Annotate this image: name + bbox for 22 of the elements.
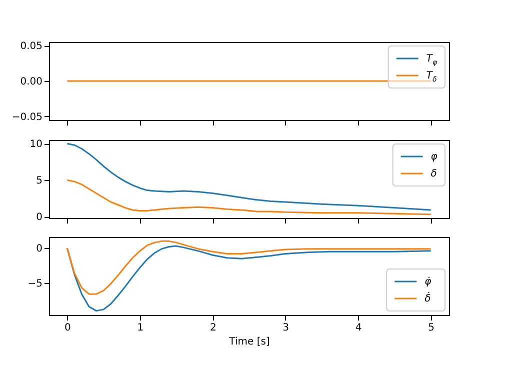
x-axis-title: Time [s] [228,336,270,348]
line-series [66,245,432,312]
line-series [66,142,432,211]
y-tick-label: −0.05 [12,112,42,123]
legend-label: δ [430,168,437,180]
y-tick-label: 10 [30,139,42,150]
x-tick-label: 3 [282,322,290,334]
x-tick-label: 2 [210,322,216,334]
x-tick-label: 4 [355,322,362,334]
legend-label: δ̇ [424,292,431,304]
y-tick-label: 0 [36,244,42,255]
legend-label: φ̇ [424,276,432,288]
y-tick-label: 5 [36,176,42,187]
y-tick-label: −5 [28,278,42,290]
legend-label: φ [430,152,438,162]
y-tick-label: 0.00 [20,76,42,88]
x-tick-label: 1 [137,322,144,334]
y-tick-label: 0 [36,212,42,224]
y-tick-label: 0.05 [20,41,42,52]
line-series [66,179,432,216]
x-tick-label: 0 [64,322,71,334]
x-tick-label: 5 [428,322,435,334]
